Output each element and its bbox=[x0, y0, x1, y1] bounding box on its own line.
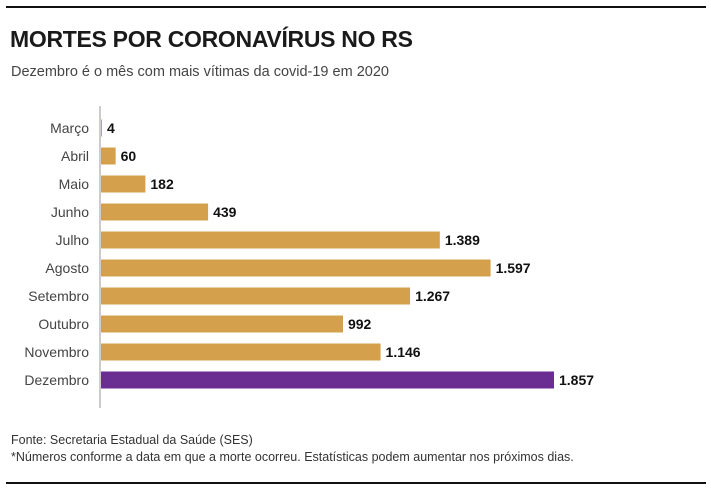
value-label: 439 bbox=[213, 204, 237, 220]
value-label: 4 bbox=[107, 120, 115, 136]
category-label: Setembro bbox=[28, 288, 89, 304]
bar bbox=[101, 119, 102, 137]
category-label: Dezembro bbox=[24, 372, 89, 388]
bar bbox=[101, 287, 411, 305]
bar bbox=[101, 259, 491, 277]
bar bbox=[101, 147, 116, 165]
value-label: 1.597 bbox=[496, 260, 531, 276]
bar bbox=[101, 343, 381, 361]
bar-chart: Março 4 Abril 60 Maio 182 Junho 439 Julho 1.389 Ag… bbox=[24, 106, 594, 408]
bar bbox=[101, 315, 343, 333]
category-label: Março bbox=[50, 120, 89, 136]
footnote: *Números conforme a data em que a morte … bbox=[11, 450, 574, 464]
value-label: 1.389 bbox=[445, 232, 480, 248]
bar bbox=[101, 371, 554, 389]
footer: Fonte: Secretaria Estadual da Saúde (SES… bbox=[11, 432, 574, 466]
category-label: Abril bbox=[61, 148, 89, 164]
category-label: Maio bbox=[59, 176, 90, 192]
category-label: Julho bbox=[56, 232, 90, 248]
bar bbox=[101, 231, 440, 249]
category-label: Outubro bbox=[38, 316, 89, 332]
value-label: 182 bbox=[150, 176, 174, 192]
value-label: 1.857 bbox=[559, 372, 594, 388]
chart-title: MORTES POR CORONAVÍRUS NO RS bbox=[10, 26, 413, 52]
value-label: 60 bbox=[121, 148, 137, 164]
bar bbox=[101, 175, 146, 193]
category-label: Novembro bbox=[24, 344, 89, 360]
source-note: Fonte: Secretaria Estadual da Saúde (SES… bbox=[11, 433, 253, 447]
category-label: Agosto bbox=[45, 260, 89, 276]
bottom-rule bbox=[6, 482, 706, 484]
category-label: Junho bbox=[51, 204, 89, 220]
value-label: 1.267 bbox=[415, 288, 450, 304]
chart-subtitle: Dezembro é o mês com mais vítimas da cov… bbox=[11, 64, 389, 80]
bar bbox=[101, 203, 209, 221]
value-label: 992 bbox=[348, 316, 372, 332]
top-rule bbox=[6, 6, 706, 8]
value-label: 1.146 bbox=[386, 344, 421, 360]
